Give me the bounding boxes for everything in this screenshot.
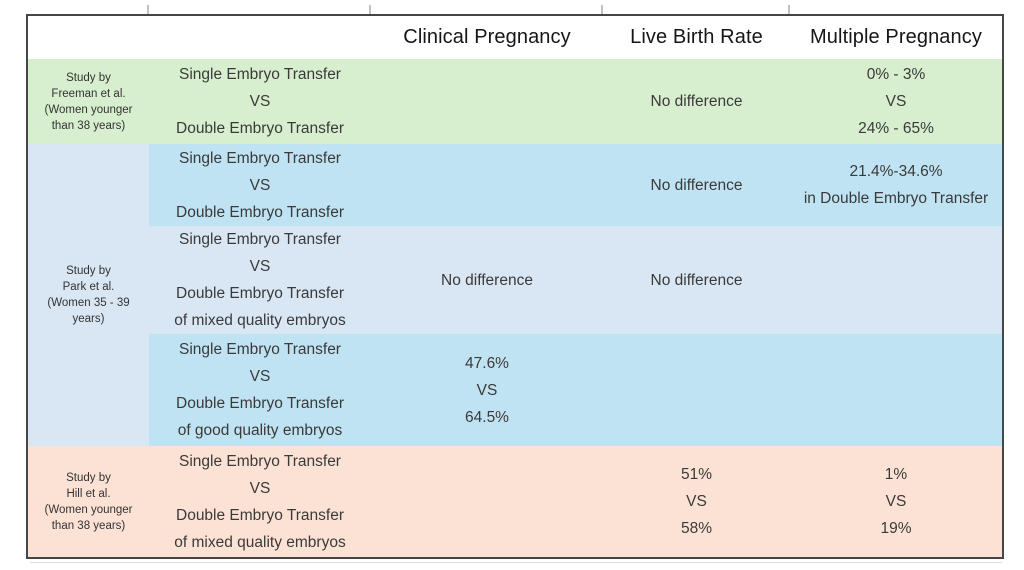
hill-live-birth-rate: 51% VS 58%: [603, 446, 790, 558]
header-live-birth-rate: Live Birth Rate: [603, 15, 790, 59]
row-park-2: Single Embryo Transfer VS Double Embryo …: [27, 226, 1003, 334]
header-row: Clinical Pregnancy Live Birth Rate Multi…: [27, 15, 1003, 59]
park-2-multiple-pregnancy: [790, 226, 1003, 334]
study-comparison-table: Clinical Pregnancy Live Birth Rate Multi…: [26, 14, 1004, 559]
park-3-multiple-pregnancy: [790, 334, 1003, 446]
header-multiple-pregnancy: Multiple Pregnancy: [790, 15, 1003, 59]
hill-multiple-pregnancy: 1% VS 19%: [790, 446, 1003, 558]
hill-study-label: Study by Hill et al. (Women younger than…: [27, 446, 149, 558]
header-spacer-study: [27, 15, 149, 59]
hill-clinical-pregnancy: [371, 446, 603, 558]
freeman-clinical-pregnancy: [371, 59, 603, 144]
header-spacer-comparison: [149, 15, 371, 59]
column-tick: [788, 5, 790, 15]
park-2-live-birth-rate: No difference: [603, 226, 790, 334]
park-1-clinical-pregnancy: [371, 144, 603, 226]
row-park-1: Study by Park et al. (Women 35 - 39 year…: [27, 144, 1003, 446]
row-freeman: Study by Freeman et al. (Women younger t…: [27, 59, 1003, 144]
hill-comparison: Single Embryo Transfer VS Double Embryo …: [149, 446, 371, 558]
column-tick: [147, 5, 149, 15]
park-2-clinical-pregnancy: No difference: [371, 226, 603, 334]
table-underline: [30, 562, 1002, 563]
column-tick: [369, 5, 371, 15]
park-3-live-birth-rate: [603, 334, 790, 446]
park-1-multiple-pregnancy: 21.4%-34.6% in Double Embryo Transfer: [790, 144, 1003, 226]
freeman-live-birth-rate: No difference: [603, 59, 790, 144]
park-3-clinical-pregnancy: 47.6% VS 64.5%: [371, 334, 603, 446]
park-3-comparison: Single Embryo Transfer VS Double Embryo …: [149, 334, 371, 446]
freeman-study-label: Study by Freeman et al. (Women younger t…: [27, 59, 149, 144]
header-clinical-pregnancy: Clinical Pregnancy: [371, 15, 603, 59]
freeman-comparison: Single Embryo Transfer VS Double Embryo …: [149, 59, 371, 144]
park-study-label: Study by Park et al. (Women 35 - 39 year…: [27, 144, 149, 446]
park-2-comparison: Single Embryo Transfer VS Double Embryo …: [149, 226, 371, 334]
park-1-live-birth-rate: No difference: [603, 144, 790, 226]
column-tick: [601, 5, 603, 15]
freeman-multiple-pregnancy: 0% - 3% VS 24% - 65%: [790, 59, 1003, 144]
row-hill: Study by Hill et al. (Women younger than…: [27, 446, 1003, 558]
park-1-comparison: Single Embryo Transfer VS Double Embryo …: [149, 144, 371, 226]
row-park-3: Single Embryo Transfer VS Double Embryo …: [27, 334, 1003, 446]
